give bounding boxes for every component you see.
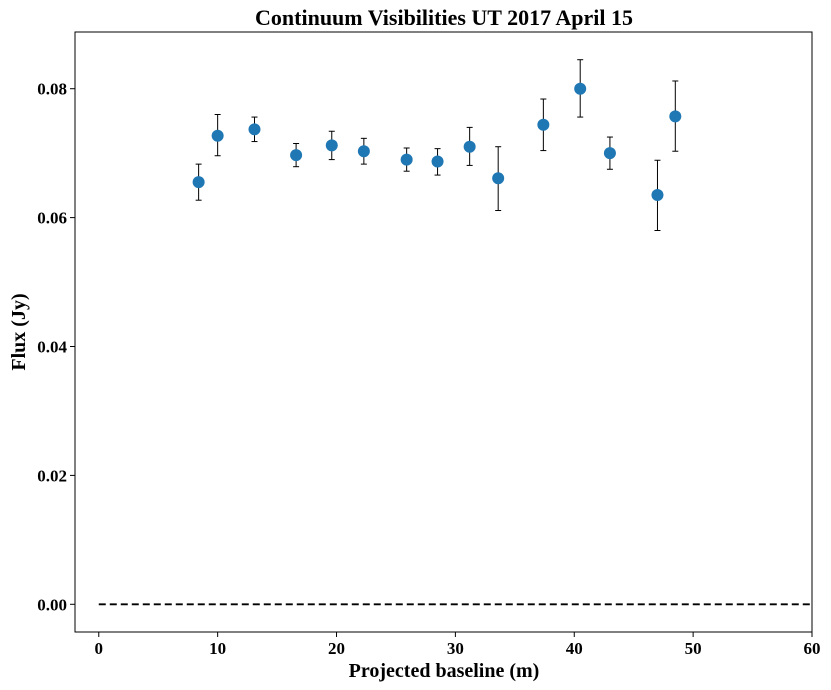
data-marker [325,139,338,152]
data-point-15 [669,80,682,152]
data-point-2 [211,113,224,157]
data-point-8 [431,148,444,176]
data-point-10 [492,146,505,212]
y-tick-label: 0.08 [37,80,67,99]
data-point-1 [192,163,205,201]
chart-title: Continuum Visibilities UT 2017 April 15 [255,5,633,30]
y-axis-label: Flux (Jy) [8,293,30,370]
data-marker [400,153,413,166]
data-point-5 [325,130,338,161]
data-marker [492,172,505,185]
data-point-9 [463,126,476,166]
data-marker [290,149,303,162]
y-tick-label: 0.02 [37,466,67,485]
x-axis-label: Projected baseline (m) [349,660,540,682]
y-tick-label: 0.04 [37,338,67,357]
x-axis-ticks: 0 10 20 30 40 50 60 [95,632,821,658]
x-tick-label: 20 [328,639,345,658]
x-tick-label: 10 [209,639,226,658]
plot-frame [74,31,813,633]
data-point-4 [290,142,303,168]
x-tick-label: 30 [447,639,464,658]
data-point-6 [357,137,370,165]
y-tick-label: 0.00 [37,595,67,614]
data-point-13 [603,136,616,170]
data-point-3 [248,116,261,143]
data-point-12 [574,59,587,118]
data-marker [574,82,587,95]
data-marker [669,110,682,123]
data-marker [192,176,205,189]
data-marker [537,118,550,131]
x-tick-label: 40 [566,639,583,658]
data-marker [357,145,370,158]
plot-layer [98,59,812,606]
data-point-7 [400,147,413,172]
y-axis-ticks: 0.00 0.02 0.04 0.06 0.08 [37,80,75,614]
x-tick-label: 60 [804,639,821,658]
y-tick-label: 0.06 [37,209,67,228]
data-marker [463,140,476,153]
data-marker [431,155,444,168]
data-point-14 [651,159,664,231]
data-marker [248,123,261,136]
data-marker [651,189,664,202]
x-tick-label: 0 [95,639,104,658]
data-marker [603,147,616,160]
data-point-11 [537,98,550,152]
x-tick-label: 50 [685,639,702,658]
data-marker [211,129,224,142]
